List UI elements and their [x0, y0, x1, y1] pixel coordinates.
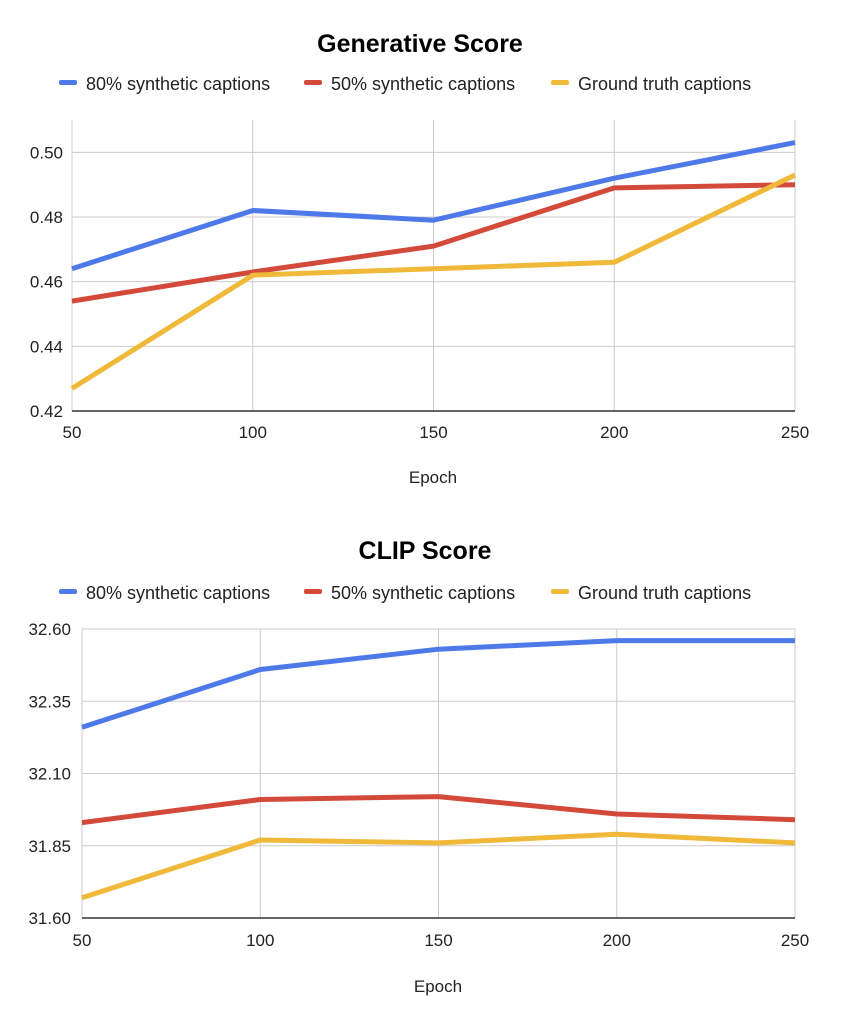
y-tick-label: 0.48 — [30, 208, 63, 227]
y-tick-label: 0.46 — [30, 273, 63, 292]
legend: 80% synthetic captions 50% synthetic cap… — [59, 74, 751, 94]
x-tick-label: 200 — [603, 931, 631, 950]
x-tick-label: 150 — [424, 931, 452, 950]
series-line-50-synthetic — [81, 794, 796, 826]
y-tick-label: 32.35 — [28, 692, 71, 711]
y-tick-label: 0.44 — [30, 337, 63, 356]
legend-swatch-80-synthetic — [59, 589, 77, 594]
x-tick-label: 100 — [239, 423, 267, 442]
legend-swatch-50-synthetic — [304, 80, 322, 85]
x-tick-label: 50 — [73, 931, 92, 950]
x-tick-label: 250 — [781, 931, 809, 950]
legend-label-50-synthetic: 50% synthetic captions — [331, 74, 515, 94]
legend-label-50-synthetic: 50% synthetic captions — [331, 583, 515, 603]
legend-swatch-ground-truth — [551, 80, 569, 85]
legend: 80% synthetic captions 50% synthetic cap… — [59, 583, 751, 603]
y-tick-label: 32.60 — [28, 620, 71, 639]
series-line-80-synthetic — [81, 638, 795, 730]
y-tick-label: 31.60 — [28, 909, 71, 928]
x-tick-label: 50 — [63, 423, 82, 442]
chart-title: CLIP Score — [359, 537, 492, 565]
clip-score-chart: CLIP Score 80% synthetic captions 50% sy… — [28, 537, 809, 996]
legend-label-ground-truth: Ground truth captions — [578, 583, 751, 603]
chart-title: Generative Score — [317, 30, 523, 58]
plot-area: 0.42 0.44 0.46 0.48 0.50 50 100 150 200 250 — [30, 120, 809, 442]
y-tick-label: 31.85 — [28, 837, 71, 856]
x-axis-label: Epoch — [409, 468, 457, 487]
series-line-80-synthetic — [71, 140, 796, 272]
legend-swatch-ground-truth — [551, 589, 569, 594]
x-tick-label: 250 — [781, 423, 809, 442]
legend-swatch-80-synthetic — [59, 80, 77, 85]
y-tick-label: 0.42 — [30, 402, 63, 421]
x-tick-label: 150 — [419, 423, 447, 442]
series-line-ground-truth — [81, 831, 796, 901]
x-tick-label: 100 — [246, 931, 274, 950]
legend-swatch-50-synthetic — [304, 589, 322, 594]
legend-label-80-synthetic: 80% synthetic captions — [86, 583, 270, 603]
x-axis-label: Epoch — [414, 977, 462, 996]
series-line-50-synthetic — [71, 182, 796, 304]
series-line-ground-truth — [70, 172, 797, 391]
legend-label-80-synthetic: 80% synthetic captions — [86, 74, 270, 94]
generative-score-chart: Generative Score 80% synthetic captions … — [30, 30, 809, 487]
plot-area: 31.60 31.85 32.10 32.35 32.60 50 100 150 200 250 — [28, 620, 809, 950]
y-tick-label: 32.10 — [28, 765, 71, 784]
legend-label-ground-truth: Ground truth captions — [578, 74, 751, 94]
x-tick-label: 200 — [600, 423, 628, 442]
y-tick-label: 0.50 — [30, 143, 63, 162]
